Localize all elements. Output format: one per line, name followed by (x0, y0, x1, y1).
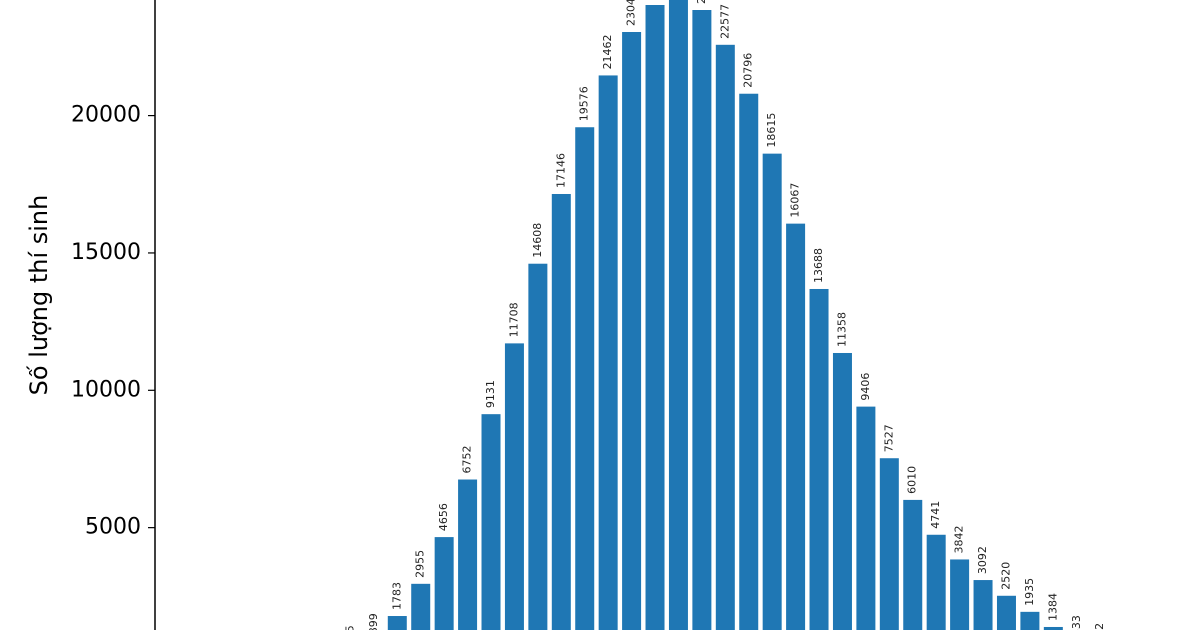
y-tick-label: 15000 (71, 240, 141, 265)
bar (786, 223, 806, 630)
bar (551, 193, 571, 630)
value-label: 1783 (390, 582, 403, 610)
value-label: 23844 (695, 0, 708, 4)
bar (973, 580, 993, 630)
y-axis-label: Số lượng thí sinh (25, 195, 53, 396)
bar (481, 414, 501, 630)
value-label: 11708 (507, 302, 520, 337)
value-label: 23043 (625, 0, 638, 26)
value-label: 14608 (531, 223, 544, 258)
value-label: 18615 (765, 113, 778, 148)
value-label: 1935 (1023, 578, 1036, 606)
bar (411, 583, 431, 630)
value-label: 21462 (601, 34, 614, 69)
value-label: 4741 (929, 501, 942, 529)
value-label: 22577 (718, 4, 731, 39)
bar (950, 559, 970, 630)
value-label: 6752 (461, 446, 474, 474)
value-label: 16067 (789, 183, 802, 218)
bar (692, 9, 712, 630)
value-label: 11358 (835, 312, 848, 347)
y-tick-label: 5000 (85, 515, 141, 540)
bar (458, 479, 478, 630)
bar (762, 153, 782, 630)
bar (387, 616, 407, 630)
bar (668, 0, 688, 630)
bar (622, 32, 642, 630)
value-label: 833 (1070, 615, 1083, 630)
bar (1020, 611, 1040, 630)
value-label: 9406 (859, 373, 872, 401)
bar (1043, 626, 1063, 630)
value-label: 4656 (437, 503, 450, 531)
bar (645, 4, 665, 630)
value-label: 7527 (882, 424, 895, 452)
bar (528, 263, 548, 630)
value-label: 13688 (812, 248, 825, 283)
value-label: 17146 (554, 153, 567, 188)
value-label: 2955 (414, 550, 427, 578)
value-label: 1384 (1046, 593, 1059, 621)
y-tick-label: 20000 (71, 103, 141, 128)
bar (739, 93, 759, 630)
plot-area: 2494658991783295546566752913111708146081… (343, 0, 1130, 630)
bar (715, 44, 735, 630)
bar (903, 499, 923, 630)
value-label: 3092 (976, 546, 989, 574)
bar (926, 534, 946, 630)
value-label: 2520 (999, 562, 1012, 590)
value-label: 20796 (742, 53, 755, 88)
bar (809, 288, 829, 630)
bar (856, 406, 876, 630)
y-tick-label: 10000 (71, 377, 141, 402)
bar (434, 537, 454, 630)
bar (996, 595, 1016, 630)
value-label: 552 (1093, 623, 1106, 630)
bar (504, 343, 524, 630)
value-label: 6010 (906, 466, 919, 494)
bar (879, 458, 899, 630)
bar (575, 127, 595, 630)
bar (832, 352, 852, 630)
value-label: 465 (343, 625, 356, 630)
value-label: 19576 (578, 86, 591, 121)
bar (598, 75, 618, 630)
value-label: 9131 (484, 380, 497, 408)
value-label: 3842 (953, 525, 966, 553)
value-label: 899 (367, 613, 380, 630)
